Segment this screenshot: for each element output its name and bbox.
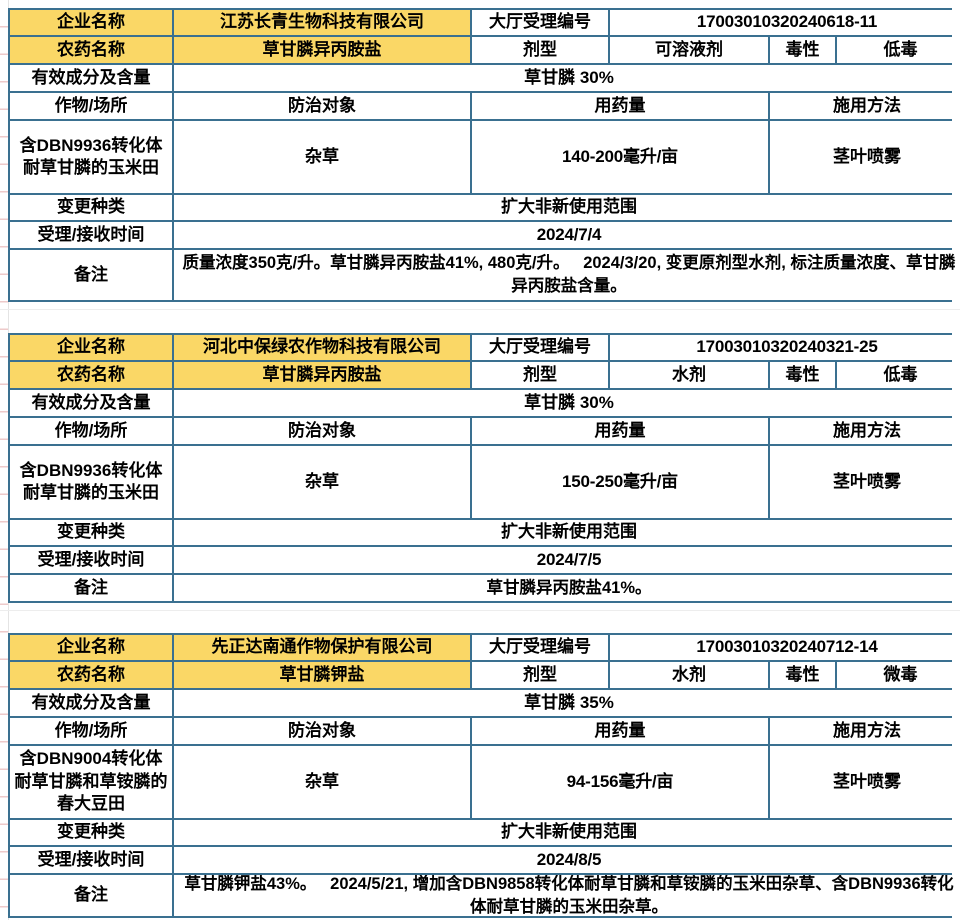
active-ingredient-value: 草甘膦 30% xyxy=(174,390,960,416)
control-target-header: 防治对象 xyxy=(174,93,470,119)
toxicity-label: 毒性 xyxy=(770,662,835,688)
pesticide-name-value: 草甘膦异丙胺盐 xyxy=(174,362,470,388)
toxicity-value: 低毒 xyxy=(837,362,960,388)
acceptance-time-label: 受理/接收时间 xyxy=(10,222,172,248)
company-name-label: 企业名称 xyxy=(10,335,172,360)
crop-site-value: 含DBN9936转化体耐草甘膦的玉米田 xyxy=(10,446,172,518)
acceptance-time-label: 受理/接收时间 xyxy=(10,547,172,573)
active-ingredient-value: 草甘膦 30% xyxy=(174,65,960,91)
change-type-value: 扩大非新使用范围 xyxy=(174,195,960,220)
hall-number-label: 大厅受理编号 xyxy=(472,335,608,360)
control-target-value: 杂草 xyxy=(174,746,470,818)
company-name-label: 企业名称 xyxy=(10,635,172,660)
dosage-value: 94-156毫升/亩 xyxy=(472,746,768,818)
toxicity-label: 毒性 xyxy=(770,37,835,63)
change-type-label: 变更种类 xyxy=(10,520,172,545)
pesticide-name-label: 农药名称 xyxy=(10,662,172,688)
dosage-value: 140-200毫升/亩 xyxy=(472,121,768,193)
acceptance-time-label: 受理/接收时间 xyxy=(10,847,172,873)
crop-site-header: 作物/场所 xyxy=(10,93,172,119)
formulation-value: 水剂 xyxy=(610,662,768,688)
toxicity-value: 微毒 xyxy=(837,662,960,688)
control-target-header: 防治对象 xyxy=(174,718,470,744)
gridline xyxy=(0,309,960,310)
formulation-label: 剂型 xyxy=(472,662,608,688)
pesticide-name-label: 农药名称 xyxy=(10,362,172,388)
change-type-label: 变更种类 xyxy=(10,195,172,220)
toxicity-label: 毒性 xyxy=(770,362,835,388)
pesticide-name-value: 草甘膦钾盐 xyxy=(174,662,470,688)
dosage-value: 150-250毫升/亩 xyxy=(472,446,768,518)
remark-label: 备注 xyxy=(10,875,172,916)
company-name-value: 先正达南通作物保护有限公司 xyxy=(174,635,470,660)
control-target-header: 防治对象 xyxy=(174,418,470,444)
crop-site-header: 作物/场所 xyxy=(10,418,172,444)
application-method-header: 施用方法 xyxy=(770,93,960,119)
acceptance-time-value: 2024/7/4 xyxy=(174,222,960,248)
hall-number-value: 17003010320240618-11 xyxy=(610,10,960,35)
toxicity-value: 低毒 xyxy=(837,37,960,63)
hall-number-label: 大厅受理编号 xyxy=(472,635,608,660)
crop-site-value: 含DBN9004转化体耐草甘膦和草铵膦的春大豆田 xyxy=(10,746,172,818)
dosage-header: 用药量 xyxy=(472,93,768,119)
hall-number-value: 17003010320240321-25 xyxy=(610,335,960,360)
formulation-value: 可溶液剂 xyxy=(610,37,768,63)
change-type-label: 变更种类 xyxy=(10,820,172,845)
remark-label: 备注 xyxy=(10,250,172,300)
application-method-value: 茎叶喷雾 xyxy=(770,746,960,818)
remark-value: 草甘膦异丙胺盐41%。 xyxy=(174,575,960,601)
active-ingredient-label: 有效成分及含量 xyxy=(10,65,172,91)
company-name-value: 江苏长青生物科技有限公司 xyxy=(174,10,470,35)
pesticide-name-value: 草甘膦异丙胺盐 xyxy=(174,37,470,63)
gridline xyxy=(0,610,960,611)
crop-site-value: 含DBN9936转化体耐草甘膦的玉米田 xyxy=(10,121,172,193)
control-target-value: 杂草 xyxy=(174,121,470,193)
active-ingredient-label: 有效成分及含量 xyxy=(10,390,172,416)
remark-value: 质量浓度350克/升。草甘膦异丙胺盐41%, 480克/升。 2024/3/20… xyxy=(174,250,960,300)
crop-site-header: 作物/场所 xyxy=(10,718,172,744)
company-name-value: 河北中保绿农作物科技有限公司 xyxy=(174,335,470,360)
active-ingredient-value: 草甘膦 35% xyxy=(174,690,960,716)
pesticide-record-table-1: 企业名称 江苏长青生物科技有限公司 大厅受理编号 170030103202406… xyxy=(8,8,960,302)
formulation-value: 水剂 xyxy=(610,362,768,388)
application-method-header: 施用方法 xyxy=(770,418,960,444)
application-method-value: 茎叶喷雾 xyxy=(770,446,960,518)
control-target-value: 杂草 xyxy=(174,446,470,518)
hall-number-value: 17003010320240712-14 xyxy=(610,635,960,660)
formulation-label: 剂型 xyxy=(472,362,608,388)
change-type-value: 扩大非新使用范围 xyxy=(174,820,960,845)
remark-label: 备注 xyxy=(10,575,172,601)
acceptance-time-value: 2024/8/5 xyxy=(174,847,960,873)
formulation-label: 剂型 xyxy=(472,37,608,63)
application-method-value: 茎叶喷雾 xyxy=(770,121,960,193)
pesticide-record-table-2: 企业名称 河北中保绿农作物科技有限公司 大厅受理编号 1700301032024… xyxy=(8,333,960,603)
active-ingredient-label: 有效成分及含量 xyxy=(10,690,172,716)
remark-value: 草甘膦钾盐43%。 2024/5/21, 增加含DBN9858转化体耐草甘膦和草… xyxy=(174,875,960,916)
application-method-header: 施用方法 xyxy=(770,718,960,744)
pesticide-record-table-3: 企业名称 先正达南通作物保护有限公司 大厅受理编号 17003010320240… xyxy=(8,633,960,918)
hall-number-label: 大厅受理编号 xyxy=(472,10,608,35)
change-type-value: 扩大非新使用范围 xyxy=(174,520,960,545)
pesticide-name-label: 农药名称 xyxy=(10,37,172,63)
dosage-header: 用药量 xyxy=(472,718,768,744)
company-name-label: 企业名称 xyxy=(10,10,172,35)
acceptance-time-value: 2024/7/5 xyxy=(174,547,960,573)
dosage-header: 用药量 xyxy=(472,418,768,444)
